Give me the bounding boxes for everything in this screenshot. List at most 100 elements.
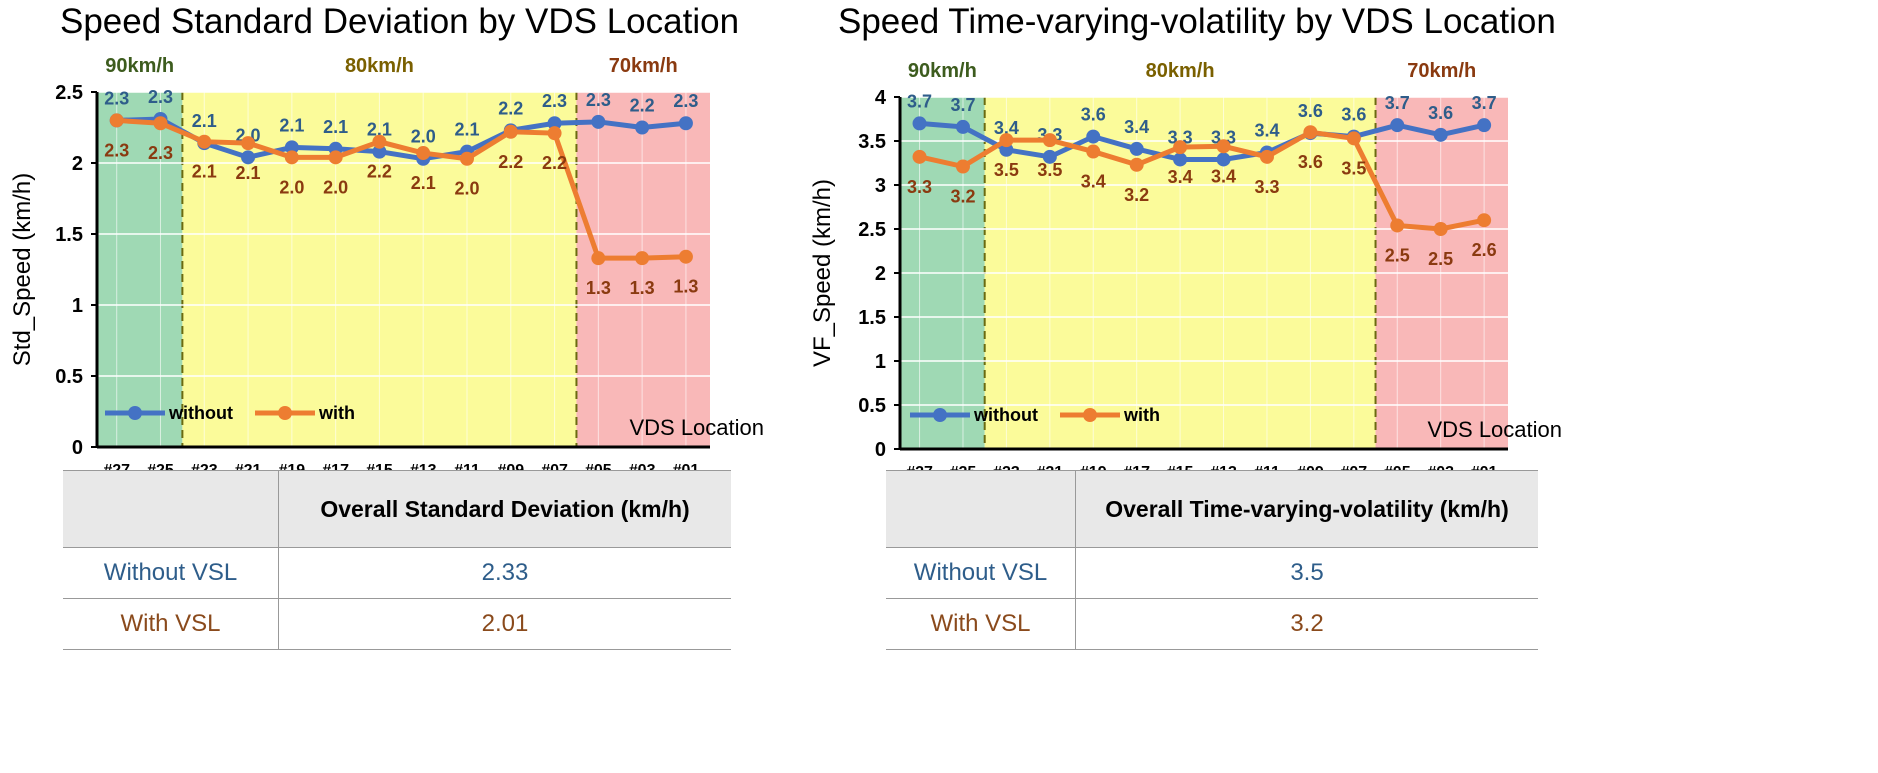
data-label-with: 3.2 [1124, 185, 1149, 205]
data-point-with [1216, 139, 1231, 154]
data-label-with: 3.2 [950, 187, 975, 207]
data-point-without [284, 140, 299, 155]
summary-table-right: Overall Time-varying-volatility (km/h) W… [886, 470, 1538, 650]
data-point-without [1042, 149, 1057, 164]
zone-label: 70km/h [1407, 60, 1476, 82]
data-point-without [955, 119, 970, 134]
data-label-with: 3.4 [1168, 167, 1193, 187]
zone-label: 80km/h [1146, 60, 1215, 82]
data-label-without: 3.6 [1298, 101, 1323, 121]
data-label-without: 3.3 [1211, 127, 1236, 147]
data-label-without: 2.2 [630, 96, 655, 116]
data-label-without: 2.3 [542, 91, 567, 111]
data-point-without [1433, 127, 1448, 142]
data-label-without: 2.3 [673, 91, 698, 111]
y-tick-label: 3 [875, 175, 886, 197]
data-point-with [999, 133, 1014, 148]
data-point-with [503, 124, 518, 139]
row-label: With VSL [63, 598, 279, 650]
data-point-without [635, 120, 650, 135]
data-point-with [1042, 133, 1057, 148]
data-label-with: 3.5 [1037, 160, 1062, 180]
data-point-without [1129, 141, 1144, 156]
legend-label-without: without [168, 403, 233, 423]
data-label-without: 2.1 [367, 120, 392, 140]
x-axis-title: VDS Location [629, 415, 764, 440]
y-tick-label: 4 [875, 87, 887, 109]
data-label-without: 2.0 [411, 127, 436, 147]
legend-marker-without [933, 408, 947, 422]
data-label-with: 2.0 [279, 177, 304, 197]
data-point-without [678, 116, 693, 131]
data-label-with: 1.3 [586, 278, 611, 298]
data-label-with: 3.3 [1254, 177, 1279, 197]
row-label: With VSL [886, 598, 1076, 650]
data-label-with: 2.1 [411, 173, 436, 193]
data-point-with [153, 116, 168, 131]
data-label-without: 3.3 [1168, 127, 1193, 147]
data-point-without [241, 150, 256, 165]
data-label-with: 2.6 [1472, 240, 1497, 260]
data-point-with [1086, 144, 1101, 159]
chart-title-left: Speed Standard Deviation by VDS Location [60, 2, 740, 41]
y-tick-label: 2 [72, 153, 83, 175]
table-header: Overall Standard Deviation (km/h) [278, 470, 731, 548]
data-label-with: 3.6 [1298, 152, 1323, 172]
data-point-with [1346, 131, 1361, 146]
data-label-without: 3.4 [994, 118, 1019, 138]
data-label-with: 3.3 [907, 177, 932, 197]
row-value: 2.33 [278, 547, 731, 599]
data-point-with [1390, 218, 1405, 233]
row-value: 3.5 [1075, 547, 1538, 599]
data-point-without [1173, 152, 1188, 167]
y-tick-label: 2.5 [858, 219, 886, 241]
data-point-with [241, 136, 256, 151]
data-point-with [591, 251, 606, 266]
data-point-with [109, 113, 124, 128]
data-label-without: 3.7 [950, 95, 975, 115]
data-label-without: 2.1 [192, 111, 217, 131]
data-label-without: 3.4 [1254, 120, 1279, 140]
data-label-with: 3.4 [1211, 166, 1236, 186]
data-point-without [999, 142, 1014, 157]
summary-table-left: Overall Standard Deviation (km/h) Withou… [63, 470, 731, 650]
data-point-without [591, 114, 606, 129]
data-label-without: 2.1 [279, 115, 304, 135]
zone-label: 90km/h [908, 60, 977, 82]
data-label-with: 2.2 [367, 162, 392, 182]
row-value: 3.2 [1075, 598, 1538, 650]
data-point-with [1433, 222, 1448, 236]
legend-label-without: without [973, 405, 1038, 425]
data-label-without: 2.2 [498, 98, 523, 118]
data-point-with [284, 150, 299, 165]
y-axis-title: VF_Speed (km/h) [809, 179, 836, 367]
x-axis-title: VDS Location [1427, 417, 1562, 442]
zone-label: 80km/h [345, 55, 414, 77]
y-tick-label: 2.5 [55, 82, 83, 104]
data-label-without: 2.1 [454, 120, 479, 140]
data-point-without [547, 116, 562, 131]
data-label-with: 3.4 [1081, 172, 1106, 192]
series-line-with [116, 117, 686, 261]
data-label-with: 2.2 [542, 153, 567, 173]
data-point-with [328, 150, 343, 165]
series-line-with [918, 129, 1485, 232]
data-point-with [1259, 149, 1274, 164]
data-label-with: 2.5 [1385, 245, 1410, 265]
data-point-without [372, 144, 387, 159]
row-value: 2.01 [278, 598, 731, 650]
series-line-without [116, 116, 687, 162]
corner-cell [886, 470, 1076, 548]
legend-marker-without [128, 406, 142, 420]
legend-label-with: with [1123, 405, 1160, 425]
y-tick-label: 0 [72, 437, 83, 459]
data-label-without: 2.3 [586, 90, 611, 110]
data-label-without: 3.6 [1341, 105, 1366, 125]
legend-label-with: with [318, 403, 355, 423]
data-label-without: 3.6 [1081, 105, 1106, 125]
data-label-with: 2.0 [454, 179, 479, 199]
data-label-with: 2.1 [192, 162, 217, 182]
y-tick-label: 1 [875, 351, 886, 373]
series-line-without [919, 120, 1485, 162]
